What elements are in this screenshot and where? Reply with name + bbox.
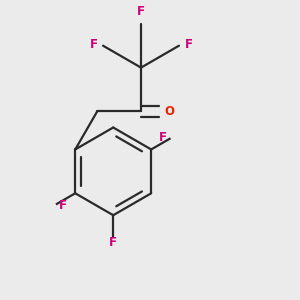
Text: F: F [59, 199, 67, 212]
Text: F: F [185, 38, 193, 51]
Text: F: F [159, 131, 167, 144]
Text: F: F [109, 236, 117, 249]
Text: O: O [164, 105, 175, 118]
Text: F: F [89, 38, 98, 51]
Text: F: F [137, 5, 145, 18]
